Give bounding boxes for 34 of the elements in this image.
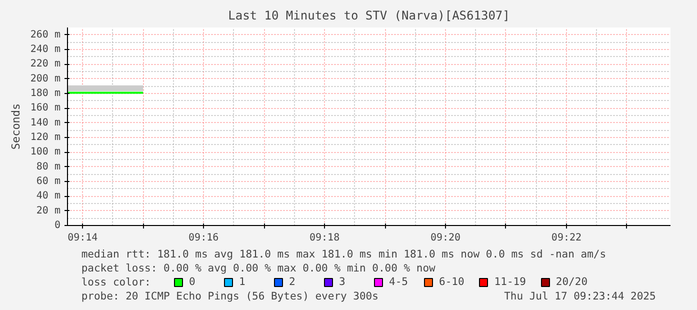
text: Thu Jul 17 09:23:44 2025 xyxy=(504,290,656,302)
x-tick-label: 09:16 xyxy=(188,232,219,244)
y-tick-label: 160 m xyxy=(30,102,61,114)
text: probe: 20 ICMP Echo Pings (56 Bytes) every 300s xyxy=(81,290,378,302)
legend-label: 0 xyxy=(189,276,196,288)
y-tick-label: 140 m xyxy=(30,117,61,128)
y-tick-label: 60 m xyxy=(36,176,61,187)
y-tick-label: 0 xyxy=(54,220,61,231)
legend-label: 11-19 xyxy=(494,276,526,288)
x-tick-label: 09:14 xyxy=(68,232,98,244)
legend-label: 3 xyxy=(339,276,346,288)
y-tick-label: 40 m xyxy=(36,190,61,202)
y-tick-label: 20 m xyxy=(36,205,61,216)
x-tick-label: 09:20 xyxy=(430,232,461,244)
legend-label: 6-10 xyxy=(439,276,464,288)
y-tick-label: 100 m xyxy=(30,146,61,158)
y-tick-label: 240 m xyxy=(30,44,61,55)
y-axis-title: Seconds xyxy=(9,103,22,150)
x-tick-label: 09:18 xyxy=(309,232,340,244)
chart-title: Last 10 Minutes to STV (Narva)[AS61307] xyxy=(228,8,510,22)
legend-label: 20/20 xyxy=(556,276,588,288)
y-tick-label: 120 m xyxy=(30,132,61,143)
text: median rtt: 181.0 ms avg 181.0 ms max 181.0 ms min 181.0 ms now 0.0 ms sd -nan am/s xyxy=(81,248,606,260)
y-tick-label: 180 m xyxy=(30,88,61,99)
legend-title: loss color: xyxy=(81,276,151,288)
legend-label: 2 xyxy=(289,276,296,288)
text: packet loss: 0.00 % avg 0.00 % max 0.00 % min 0.00 % now xyxy=(81,262,436,274)
legend-label: 1 xyxy=(239,276,246,288)
legend-label: 4-5 xyxy=(389,276,409,288)
y-tick-label: 200 m xyxy=(30,73,61,84)
y-tick-label: 80 m xyxy=(36,161,61,172)
x-tick-label: 09:22 xyxy=(551,232,582,244)
y-tick-label: 260 m xyxy=(30,29,61,40)
y-tick-label: 220 m xyxy=(30,58,61,70)
